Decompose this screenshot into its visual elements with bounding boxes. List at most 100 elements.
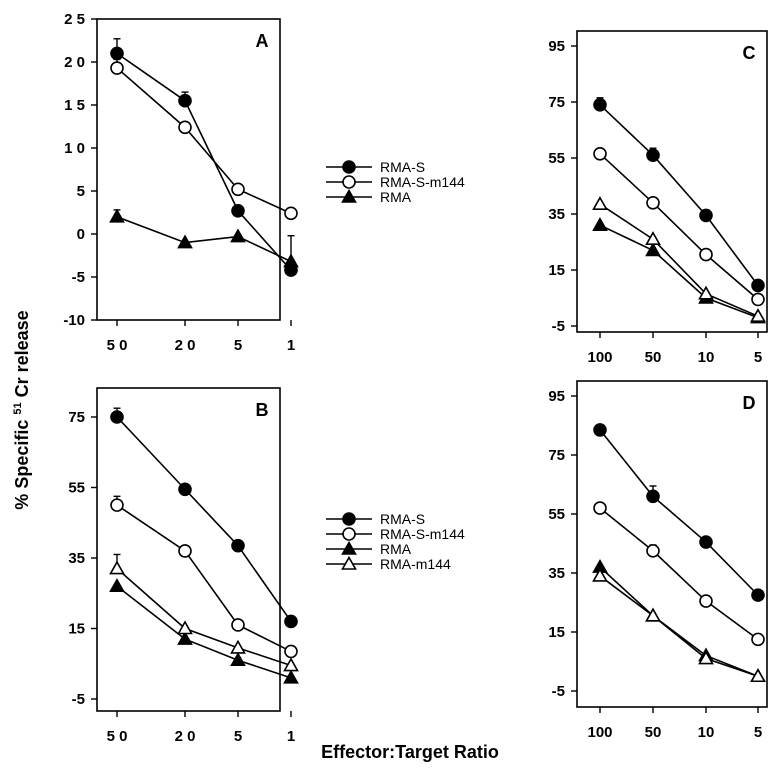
series-line xyxy=(116,585,292,679)
data-point xyxy=(750,668,766,683)
data-point xyxy=(230,639,246,654)
data-point xyxy=(283,657,299,672)
data-point xyxy=(646,196,660,210)
data-point xyxy=(699,208,713,223)
series-rma xyxy=(109,578,299,684)
y-axis-title: % Specific 51 Cr release xyxy=(12,310,32,509)
series-rma xyxy=(592,558,766,683)
x-tick-label: 100 xyxy=(587,349,612,366)
y-tick-label: 35 xyxy=(548,565,565,582)
data-point xyxy=(231,182,245,197)
x-tick-label: 50 xyxy=(645,724,662,741)
data-point xyxy=(751,292,765,307)
legend-marker xyxy=(341,540,357,555)
y-axis-title-superscript: 51 xyxy=(12,402,24,414)
data-point xyxy=(177,630,193,645)
data-point xyxy=(699,535,713,549)
y-tick-label: -5 xyxy=(552,318,565,335)
x-tick-label: 10 xyxy=(698,724,715,741)
y-tick-label: 35 xyxy=(548,206,565,223)
data-point xyxy=(646,489,660,504)
data-point xyxy=(699,247,713,262)
series-line xyxy=(116,416,292,622)
panel-b: B 75 55 35 15 -5 5 0 2 0 5 1 xyxy=(68,387,299,745)
data-point xyxy=(177,234,193,249)
data-point xyxy=(698,285,714,300)
series-rma-s xyxy=(110,407,298,629)
y-tick-label: 5 xyxy=(77,183,85,200)
data-point xyxy=(231,203,245,218)
x-tick-label: 5 xyxy=(234,728,242,745)
data-point xyxy=(646,544,660,558)
data-point xyxy=(698,650,714,665)
y-tick-label: 35 xyxy=(68,550,85,567)
series-line xyxy=(599,429,759,596)
legend-item: RMA xyxy=(326,540,412,557)
panel-label: B xyxy=(256,400,269,420)
data-point xyxy=(178,120,192,135)
y-tick-label: 2 5 xyxy=(64,11,85,28)
legend-label: RMA-m144 xyxy=(380,556,451,572)
legend-marker xyxy=(341,188,357,203)
series-line xyxy=(599,507,759,641)
data-point xyxy=(593,98,607,112)
y-tick-label: -10 xyxy=(63,312,85,329)
data-point xyxy=(751,278,765,293)
panel-frame xyxy=(576,30,768,333)
series-line xyxy=(599,566,759,677)
legend-marker xyxy=(341,555,357,570)
legend-label: RMA xyxy=(380,541,412,557)
series-line xyxy=(599,575,759,678)
data-point xyxy=(645,231,661,245)
panel-frame xyxy=(96,387,281,712)
y-tick-label: 15 xyxy=(548,262,565,279)
panel-d: D 95 75 55 35 15 -5 100 50 10 5 xyxy=(548,380,768,741)
x-tick-label: 2 0 xyxy=(175,728,196,745)
legend-marker xyxy=(342,527,356,541)
data-point xyxy=(178,93,192,108)
y-tick-label: 55 xyxy=(548,150,565,167)
data-point xyxy=(230,228,246,243)
panel-label: A xyxy=(256,31,269,51)
y-tick-label: 1 0 xyxy=(64,140,85,157)
y-tick-label: -5 xyxy=(72,691,85,708)
y-tick-label: 1 5 xyxy=(64,97,85,114)
data-point xyxy=(109,578,125,593)
legend-label: RMA-S-m144 xyxy=(380,174,465,190)
data-point xyxy=(593,501,607,515)
x-tick-label: 1 xyxy=(287,728,295,745)
x-tick-label: 5 0 xyxy=(107,728,128,745)
panels: A 2 5 2 0 1 5 1 0 50 -5 -10 5 0 2 0 5 1 B 75 55 35 15 -5 5… xyxy=(63,11,768,745)
legend-item: RMA-S xyxy=(326,511,425,527)
panel-frame xyxy=(576,380,768,708)
legend-marker xyxy=(342,512,356,526)
y-tick-label: 15 xyxy=(548,624,565,641)
series-line xyxy=(599,224,759,319)
data-point xyxy=(110,61,124,75)
data-point xyxy=(231,538,245,553)
x-tick-label: 10 xyxy=(698,349,715,366)
data-point xyxy=(110,410,124,424)
data-point xyxy=(283,253,299,268)
series-line xyxy=(116,67,292,215)
series-line xyxy=(116,216,292,263)
panel-frame xyxy=(96,18,281,321)
data-point xyxy=(751,588,765,602)
data-point xyxy=(109,560,125,575)
y-tick-label: 2 0 xyxy=(64,54,85,71)
data-point xyxy=(230,652,246,667)
data-point xyxy=(110,46,124,61)
y-tick-label: 55 xyxy=(548,506,565,523)
data-point xyxy=(750,308,766,323)
series-rma-s-m144 xyxy=(110,58,298,221)
data-point xyxy=(645,242,661,257)
series-line xyxy=(116,567,292,667)
y-tick-label: 75 xyxy=(68,409,85,426)
legend-label: RMA xyxy=(380,189,412,205)
data-point xyxy=(284,644,298,659)
series-rma-s-m144 xyxy=(593,147,765,307)
data-point xyxy=(751,632,765,647)
